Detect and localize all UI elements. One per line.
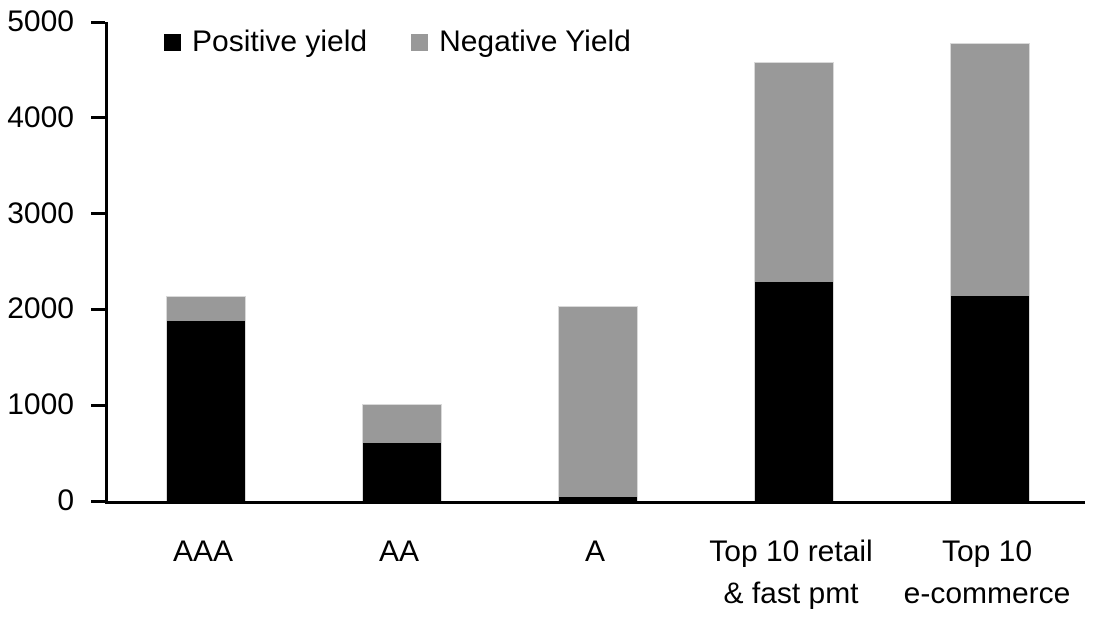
bar-top-10 [950, 43, 1030, 501]
bar-segment-negative-yield [363, 405, 441, 443]
legend-swatch-positive-yield [164, 33, 181, 51]
bar-segment-positive-yield [167, 320, 245, 501]
bar-segment-positive-yield [559, 497, 637, 501]
x-category-label: Top 10 retail & fast pmt [709, 535, 873, 610]
bar-aa [362, 404, 442, 501]
y-tick-label: 0 [57, 484, 74, 517]
y-tick-label: 5000 [7, 5, 74, 38]
bar-segment-negative-yield [167, 296, 245, 321]
bar-a [558, 305, 638, 501]
bar-segment-negative-yield [559, 306, 637, 498]
y-tick-mark [91, 499, 105, 503]
x-category-label: AAA [172, 535, 234, 568]
y-tick-label: 2000 [7, 292, 74, 326]
y-tick-label: 4000 [7, 100, 74, 134]
bar-segment-negative-yield [755, 63, 833, 282]
x-category-label: A [584, 535, 605, 568]
plot-area [105, 22, 1085, 504]
bar-segment-positive-yield [363, 442, 441, 501]
legend-item-negative-yield: Negative Yield [411, 25, 631, 59]
y-tick-mark [91, 116, 105, 120]
bar-aaa [166, 295, 246, 501]
x-category-label: Top 10 e-commerce [903, 535, 1071, 610]
y-tick-label: 1000 [7, 388, 74, 422]
x-category-label: AA [378, 535, 420, 568]
legend-label-positive-yield: Positive yield [192, 25, 368, 58]
bar-top-10-retail [754, 62, 834, 501]
bar-segment-positive-yield [951, 296, 1029, 501]
bar-segment-positive-yield [755, 281, 833, 501]
bar-segment-negative-yield [951, 44, 1029, 296]
y-tick-mark [91, 403, 105, 407]
legend-swatch-negative-yield [411, 33, 429, 51]
legend-item-positive-yield: Positive yield [164, 25, 367, 59]
legend-label-negative-yield: Negative Yield [439, 25, 631, 58]
y-tick-mark [91, 20, 105, 24]
y-tick-label: 3000 [7, 196, 74, 230]
chart-legend: Positive yield Negative Yield [164, 25, 631, 59]
y-tick-mark [91, 212, 105, 216]
y-tick-mark [91, 307, 105, 311]
